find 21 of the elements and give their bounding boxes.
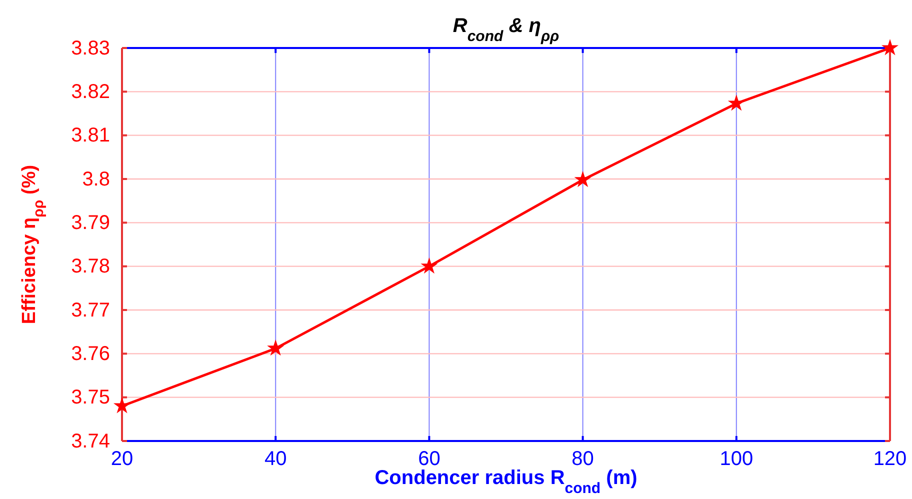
x-tick-label: 20 — [110, 448, 134, 470]
point — [881, 39, 899, 56]
point — [113, 397, 131, 414]
y-tick-label: 3.74 — [71, 430, 110, 452]
y-tick-label: 3.82 — [71, 81, 110, 104]
x-tick-label: 40 — [264, 448, 287, 470]
y-tick-label: 3.8 — [82, 168, 110, 190]
chart-title: R$_{cond}$ & η$_{ρρ}$ — [452, 15, 560, 44]
x-tick-label: 100 — [720, 448, 754, 470]
point — [267, 339, 284, 356]
y-tick-label: 3.76 — [71, 343, 110, 366]
point — [728, 94, 745, 111]
y-tick-label: 3.78 — [71, 256, 110, 278]
y-tick-label: 3.81 — [71, 124, 110, 147]
x-tick-label: 120 — [873, 448, 907, 470]
y-tick-label: 3.83 — [71, 37, 110, 60]
y-tick-label: 3.75 — [71, 386, 110, 409]
y-tick-label: 3.77 — [71, 299, 110, 322]
point — [574, 170, 592, 188]
y-tick-label: 3.79 — [71, 212, 110, 234]
point — [420, 257, 438, 274]
